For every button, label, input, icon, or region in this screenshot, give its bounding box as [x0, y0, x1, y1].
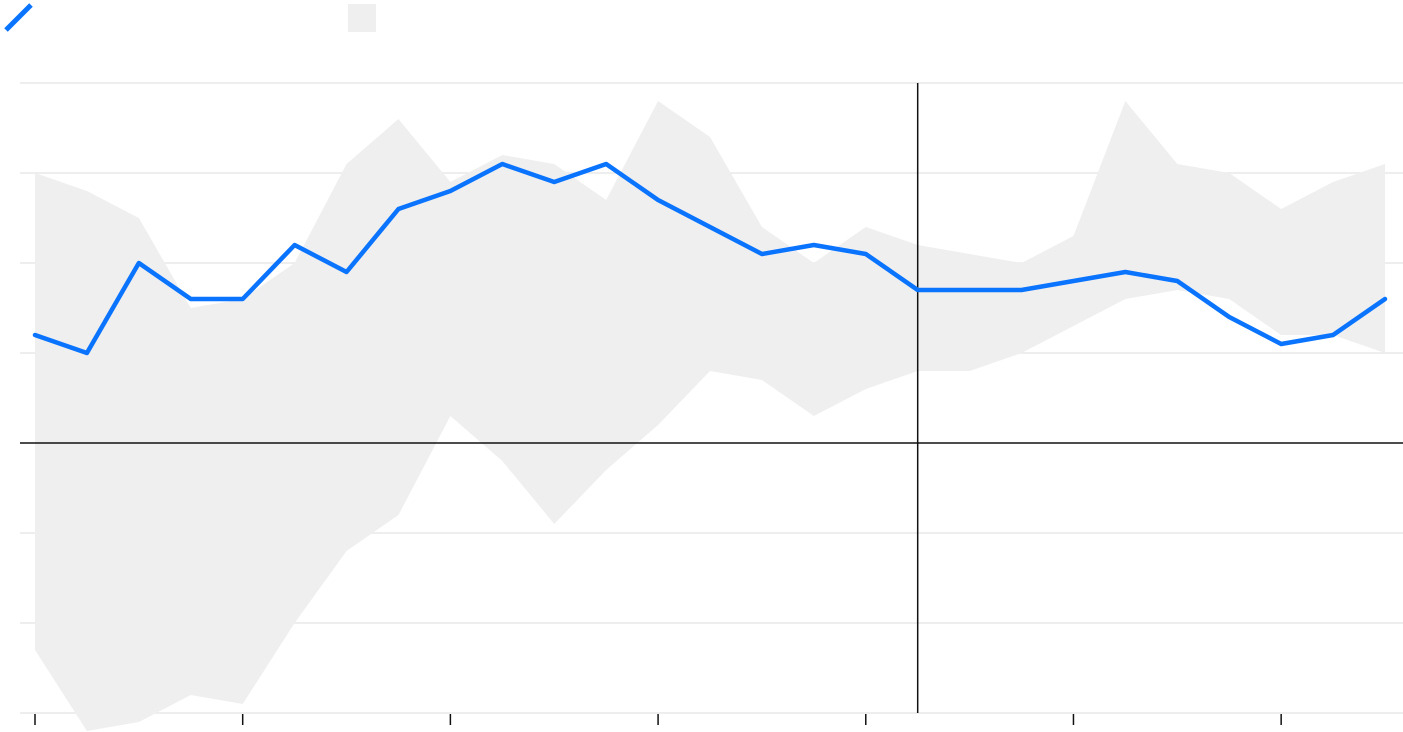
axes: [20, 83, 1403, 725]
legend: [4, 3, 376, 32]
legend-band-swatch: [348, 4, 376, 32]
band-layer: [35, 101, 1385, 731]
line-layer: [32, 161, 1388, 356]
band-area: [35, 101, 1385, 731]
legend-line-swatch: [4, 3, 33, 32]
